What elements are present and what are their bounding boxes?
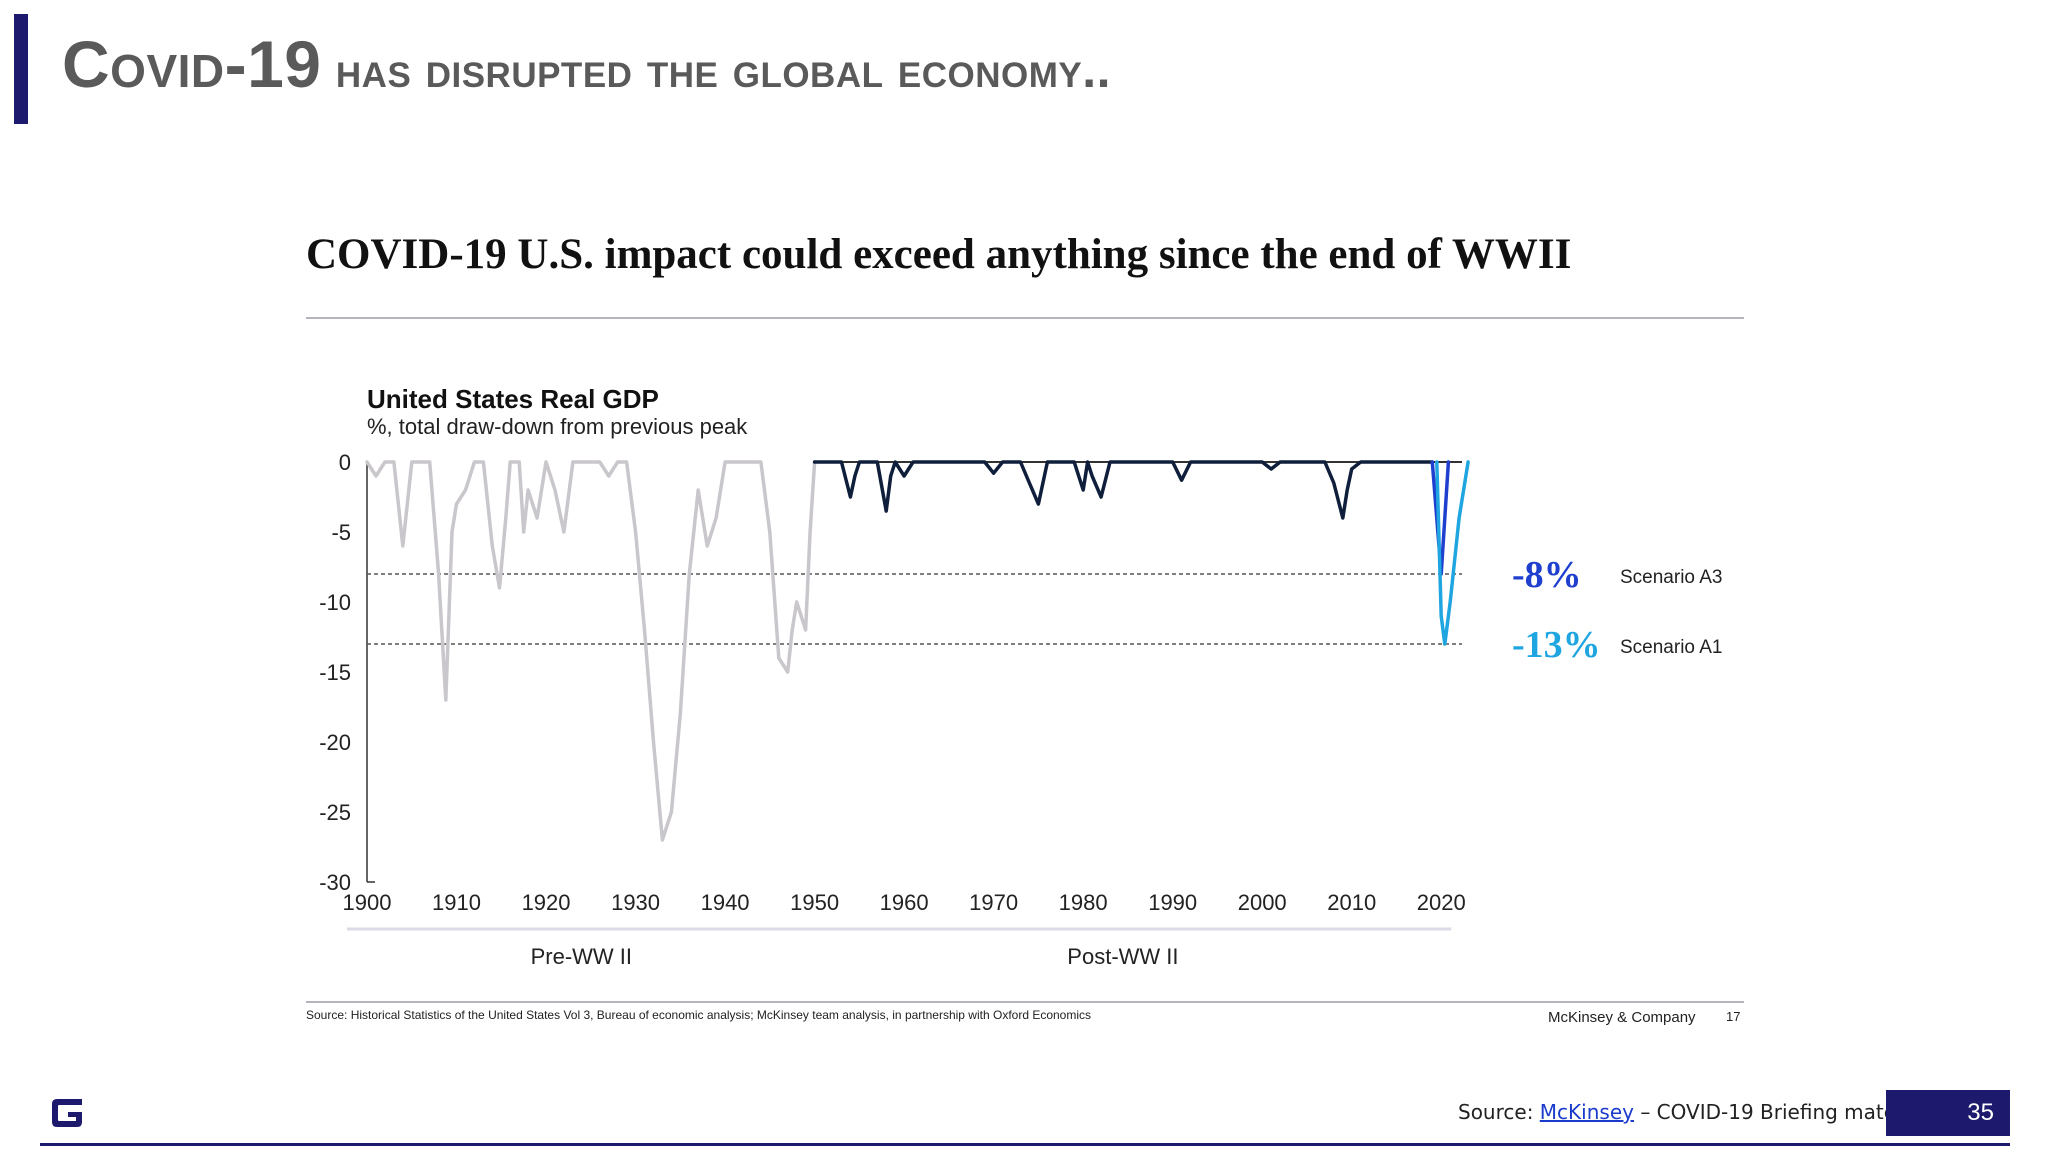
x-tick-label: 2000 bbox=[1238, 890, 1287, 915]
slide-page-number: 35 bbox=[1886, 1090, 2010, 1136]
chart-source-note: Source: Historical Statistics of the Uni… bbox=[306, 1008, 1092, 1022]
x-tick-label: 1910 bbox=[432, 890, 481, 915]
chart-headline: COVID-19 U.S. impact could exceed anythi… bbox=[306, 231, 1572, 278]
series-line bbox=[365, 460, 817, 842]
x-tick-label: 1990 bbox=[1148, 890, 1197, 915]
scenario-value-label: -8% bbox=[1512, 554, 1582, 596]
scenario-name-label: Scenario A1 bbox=[1620, 637, 1722, 658]
company-name: McKinsey & Company bbox=[1548, 1009, 1696, 1026]
x-tick-label: 1970 bbox=[969, 890, 1018, 915]
x-tick-label: 1930 bbox=[611, 890, 660, 915]
scenario-name-label: Scenario A3 bbox=[1620, 567, 1722, 588]
x-tick-label: 1920 bbox=[522, 890, 571, 915]
y-tick-label: -20 bbox=[319, 730, 351, 755]
era-label: Post-WW II bbox=[1067, 944, 1178, 969]
x-tick-label: 1960 bbox=[880, 890, 929, 915]
x-tick-label: 2020 bbox=[1417, 890, 1466, 915]
era-label: Pre-WW II bbox=[531, 944, 632, 969]
x-tick-label: 1940 bbox=[701, 890, 750, 915]
title-accent-bar bbox=[14, 14, 28, 124]
slide-title: Covid-19 has disrupted the global econom… bbox=[62, 27, 1111, 101]
y-tick-label: -25 bbox=[319, 800, 351, 825]
y-tick-label: 0 bbox=[339, 450, 351, 475]
x-tick-label: 1900 bbox=[343, 890, 392, 915]
series-line bbox=[1435, 460, 1470, 646]
scenario-value-label: -13% bbox=[1512, 624, 1601, 666]
footer-divider bbox=[40, 1143, 2010, 1146]
chart-page-number: 17 bbox=[1726, 1009, 1741, 1024]
chart-title: United States Real GDP bbox=[367, 384, 659, 414]
x-tick-label: 1980 bbox=[1059, 890, 1108, 915]
x-tick-label: 2010 bbox=[1327, 890, 1376, 915]
chart-unit-label: %, total draw-down from previous peak bbox=[367, 414, 748, 439]
source-link[interactable]: McKinsey bbox=[1539, 1100, 1634, 1124]
y-tick-label: -30 bbox=[319, 870, 351, 895]
x-tick-label: 1950 bbox=[790, 890, 839, 915]
headline-divider bbox=[306, 317, 1744, 319]
footer-source: Source: McKinsey – COVID-19 Briefing mat… bbox=[1458, 1100, 1939, 1124]
y-tick-label: -15 bbox=[319, 660, 351, 685]
company-logo-icon bbox=[52, 1099, 82, 1127]
series-line bbox=[812, 460, 1435, 520]
y-tick-label: -10 bbox=[319, 590, 351, 615]
y-tick-label: -5 bbox=[331, 520, 351, 545]
source-divider bbox=[306, 1001, 1744, 1003]
